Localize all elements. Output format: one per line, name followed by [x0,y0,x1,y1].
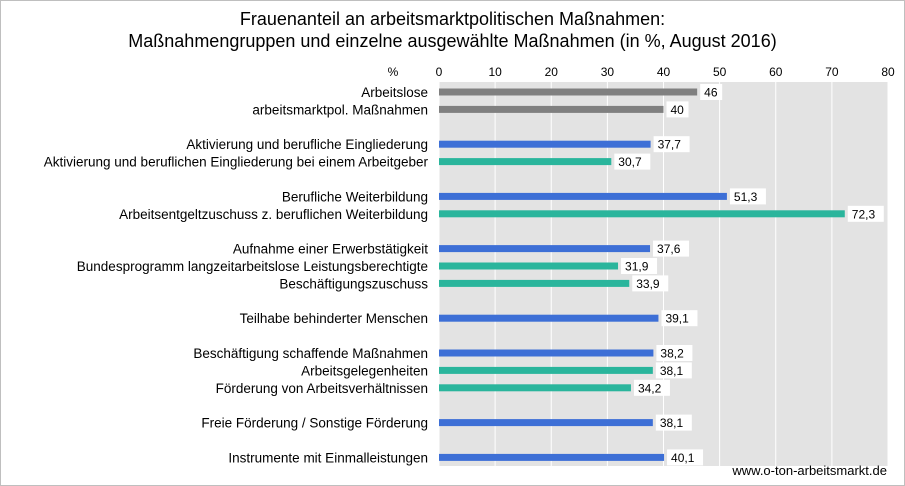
data-label-box [655,362,692,379]
bar [439,105,664,113]
data-label-box [667,449,704,466]
data-label: 37,6 [657,242,681,256]
chart-title: Frauenanteil an arbeitsmarktpolitischen … [0,8,905,52]
data-label-box [661,310,698,327]
category-label: Berufliche Weiterbildung [282,189,428,204]
bar [439,349,654,357]
data-label: 33,9 [636,277,660,291]
category-label: Arbeitsentgeltzuschuss z. beruflichen We… [119,207,428,222]
category-label: Instrumente mit Einmalleistungen [228,450,428,465]
bar [439,210,845,218]
bar [439,453,665,461]
x-tick-label: 30 [601,65,615,79]
data-label: 72,3 [852,207,876,221]
bar [439,245,651,253]
data-label: 38,1 [660,364,684,378]
data-label-box [614,153,651,170]
bar [439,88,698,96]
data-label: 39,1 [665,312,689,326]
bar [439,384,631,392]
data-label: 37,7 [658,138,682,152]
category-label: Beschäftigungszuschuss [279,276,428,291]
category-label: Aufnahme einer Erwerbstätigkeit [233,242,428,257]
bar [439,140,651,148]
category-label: arbeitsmarktpol. Maßnahmen [252,102,428,117]
data-label: 30,7 [618,155,642,169]
data-label: 38,1 [660,416,684,430]
category-label: Beschäftigung schaffende Maßnahmen [193,346,428,361]
data-label-box [656,345,693,361]
category-label: Arbeitsgelegenheiten [301,363,428,378]
chart-title-line-2: Maßnahmengruppen und einzelne ausgewählt… [128,31,777,51]
x-tick-label: 50 [713,65,727,79]
data-label-box [847,205,884,222]
chart-title-line-1: Frauenanteil an arbeitsmarktpolitischen … [239,9,666,29]
data-label-box [653,136,690,153]
bar [439,419,653,427]
data-label: 46 [704,86,718,100]
x-tick-label: 80 [881,65,895,79]
unit-label: % [388,65,399,79]
category-label: Förderung von Arbeitsverhältnissen [216,381,428,396]
data-label-box [632,275,669,292]
bar [439,262,619,270]
source-credit: www.o-ton-arbeitsmarkt.de [732,463,887,478]
bar [439,192,727,200]
x-tick-label: 10 [488,65,502,79]
data-label: 40,1 [671,451,695,465]
data-label: 40 [671,103,685,117]
bar [439,158,612,166]
x-tick-label: 0 [436,65,443,79]
category-label: Aktivierung und berufliche Eingliederung [186,137,428,152]
bar [439,279,630,287]
x-tick-label: 20 [545,65,559,79]
category-label: Freie Förderung / Sonstige Förderung [201,416,428,431]
category-label: Aktivierung und beruflichen Eingliederun… [44,155,429,170]
category-label: Arbeitslose [361,85,428,100]
x-tick-label: 70 [825,65,839,79]
data-label: 38,2 [660,347,684,361]
data-label-box [729,188,766,205]
x-tick-label: 60 [769,65,783,79]
data-label: 34,2 [638,381,662,395]
bar [439,314,659,322]
data-label: 31,9 [625,260,649,274]
data-label-box [700,84,723,100]
data-label-box [621,258,658,274]
bar [439,366,653,374]
data-label-box [666,101,689,118]
data-label-box [633,379,670,396]
x-tick-label: 40 [657,65,671,79]
data-label-box [655,414,692,431]
category-label: Bundesprogramm langzeitarbeitslose Leist… [77,259,428,274]
category-label: Teilhabe behinderter Menschen [240,311,428,326]
data-label-box [653,240,690,257]
data-label: 51,3 [734,190,758,204]
